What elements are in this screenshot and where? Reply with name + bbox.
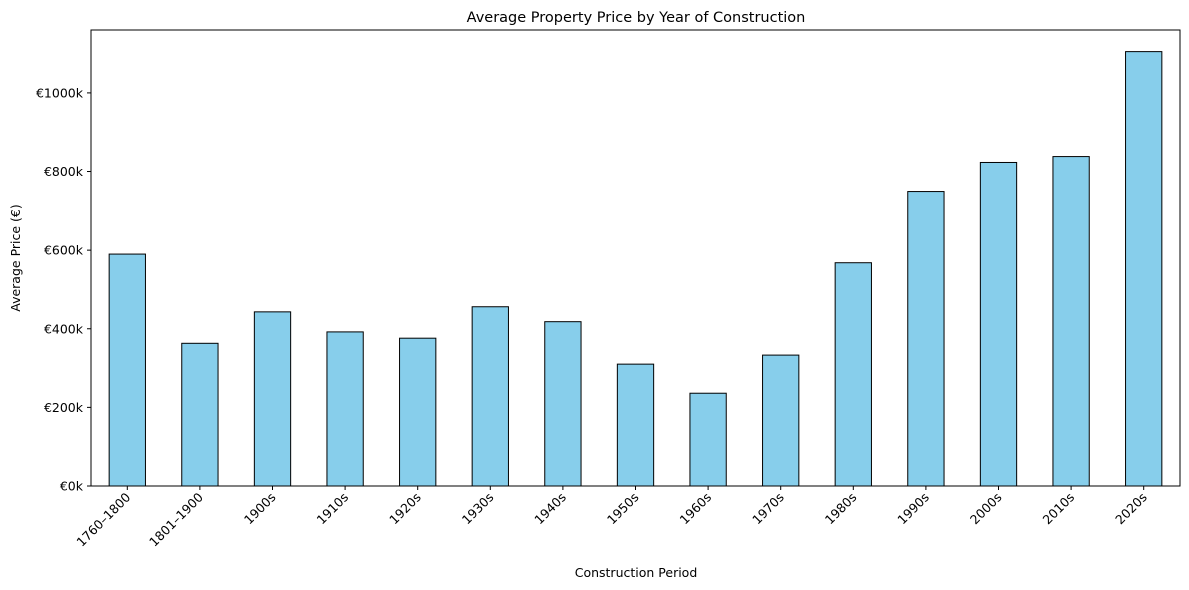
y-tick-label: €600k xyxy=(44,243,84,258)
bar-1900s xyxy=(253,311,292,487)
x-tick-label: 2000s xyxy=(967,490,1005,528)
chart-title: Average Property Price by Year of Constr… xyxy=(467,10,806,26)
x-tick-label: 1760–1800 xyxy=(73,489,133,549)
x-tick-label: 2020s xyxy=(1112,490,1150,528)
bar-2020s xyxy=(1125,51,1163,487)
bar-1970s xyxy=(762,354,800,487)
y-axis: €0k €200k €400k €600k €800k €1000k xyxy=(36,85,91,494)
x-tick-label: 1940s xyxy=(531,490,569,528)
bar-1910s xyxy=(326,331,364,487)
x-tick-label: 1950s xyxy=(604,490,642,528)
x-tick-label: 1920s xyxy=(386,490,424,528)
y-tick-label: €800k xyxy=(44,164,84,179)
y-tick-label: €1000k xyxy=(36,85,84,100)
bar-1980s xyxy=(834,262,872,487)
x-tick-label: 1801–1900 xyxy=(146,489,206,549)
bar-1990s xyxy=(907,191,945,487)
x-tick-label: 1980s xyxy=(822,490,860,528)
y-tick-label: €400k xyxy=(44,321,84,336)
x-axis: 1760–1800 1801–1900 1900s 1910s 1920s 1930s 19… xyxy=(73,486,1150,550)
bar-1940s xyxy=(544,321,582,487)
bars-group xyxy=(108,51,1163,487)
x-tick-label: 1990s xyxy=(894,490,932,528)
bar-1920s xyxy=(399,337,437,487)
x-tick-label: 1930s xyxy=(459,490,497,528)
y-tick-label: €0k xyxy=(60,479,84,494)
x-tick-label: 1900s xyxy=(241,490,279,528)
bar-1950s xyxy=(616,363,655,487)
bar-1801–1900 xyxy=(181,342,219,487)
bar-2000s xyxy=(979,161,1018,487)
y-tick-label: €200k xyxy=(44,400,84,415)
plot-frame xyxy=(90,29,1181,487)
x-axis-label: Construction Period xyxy=(575,565,698,580)
x-tick-label: 1970s xyxy=(749,490,787,528)
bar-1930s xyxy=(471,306,509,487)
bar-1760–1800 xyxy=(108,253,146,487)
y-axis-label: Average Price (€) xyxy=(8,204,23,311)
bar-2010s xyxy=(1052,156,1090,487)
bar-1960s xyxy=(689,392,727,487)
x-tick-label: 1910s xyxy=(314,490,352,528)
x-tick-label: 2010s xyxy=(1040,490,1078,528)
x-tick-label: 1960s xyxy=(677,490,715,528)
